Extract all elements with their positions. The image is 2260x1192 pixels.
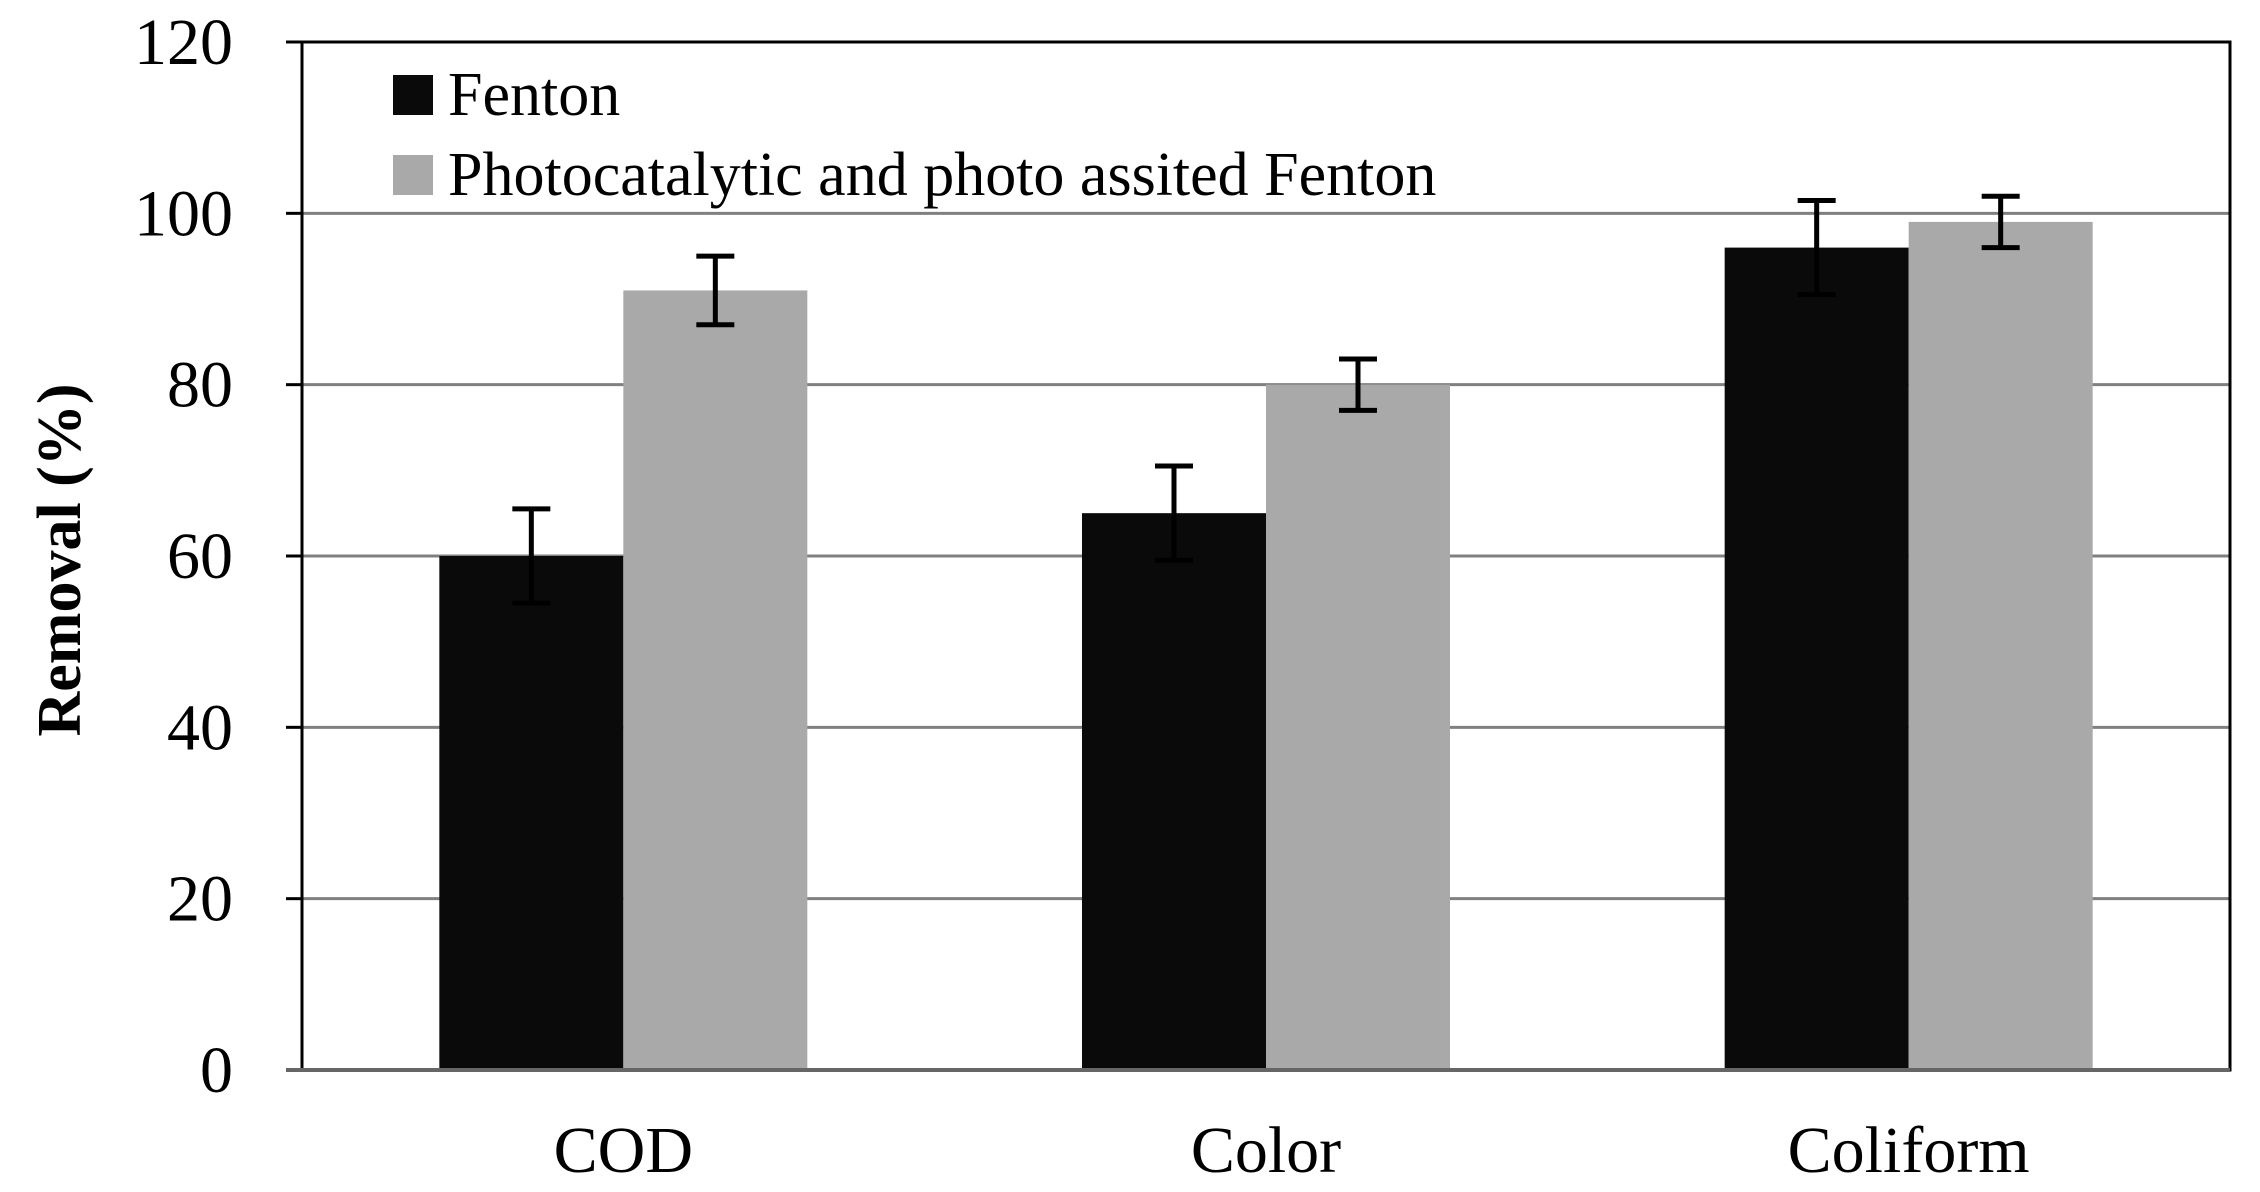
bars <box>439 221 2093 1071</box>
legend-swatch <box>393 155 433 195</box>
x-category-label: COD <box>554 1114 693 1187</box>
error-bar <box>1981 193 2020 251</box>
y-axis-label: Removal (%) <box>26 384 94 737</box>
error-bar <box>1155 463 1193 563</box>
x-category-label: Color <box>1191 1114 1341 1187</box>
error-bar <box>1797 197 1836 298</box>
y-tick-labels: 0 20 40 60 80 100 120 <box>134 6 233 1107</box>
x-category-label: Coliform <box>1788 1114 2030 1187</box>
y-tick-label: 100 <box>134 177 233 250</box>
legend-swatch <box>393 75 433 115</box>
bar-fenton-coliform <box>1724 247 1909 1071</box>
legend-label: Fenton <box>448 61 620 129</box>
bar-fenton-cod <box>439 556 624 1070</box>
error-bars <box>512 193 2020 606</box>
error-bar <box>512 506 551 606</box>
y-tick-label: 40 <box>167 691 233 764</box>
bar-fenton-color <box>1082 513 1266 1070</box>
y-tick-label: 80 <box>167 349 233 422</box>
error-bar <box>1339 356 1377 413</box>
legend: Fenton Photocatalytic and photo assited F… <box>393 61 1436 209</box>
y-tick-label: 60 <box>167 520 233 593</box>
bar-photocatalytic-cod <box>623 290 808 1070</box>
bar-photocatalytic-coliform <box>1908 221 2093 1070</box>
legend-label: Photocatalytic and photo assited Fenton <box>448 141 1436 209</box>
y-tick-label: 120 <box>134 6 233 79</box>
category-labels: COD Color Coliform <box>554 1114 2030 1187</box>
y-tick-label: 0 <box>200 1034 233 1107</box>
bar-photocatalytic-color <box>1266 384 1450 1071</box>
y-tick-label: 20 <box>167 863 233 936</box>
axes <box>286 40 2232 1072</box>
error-bar <box>696 253 735 328</box>
